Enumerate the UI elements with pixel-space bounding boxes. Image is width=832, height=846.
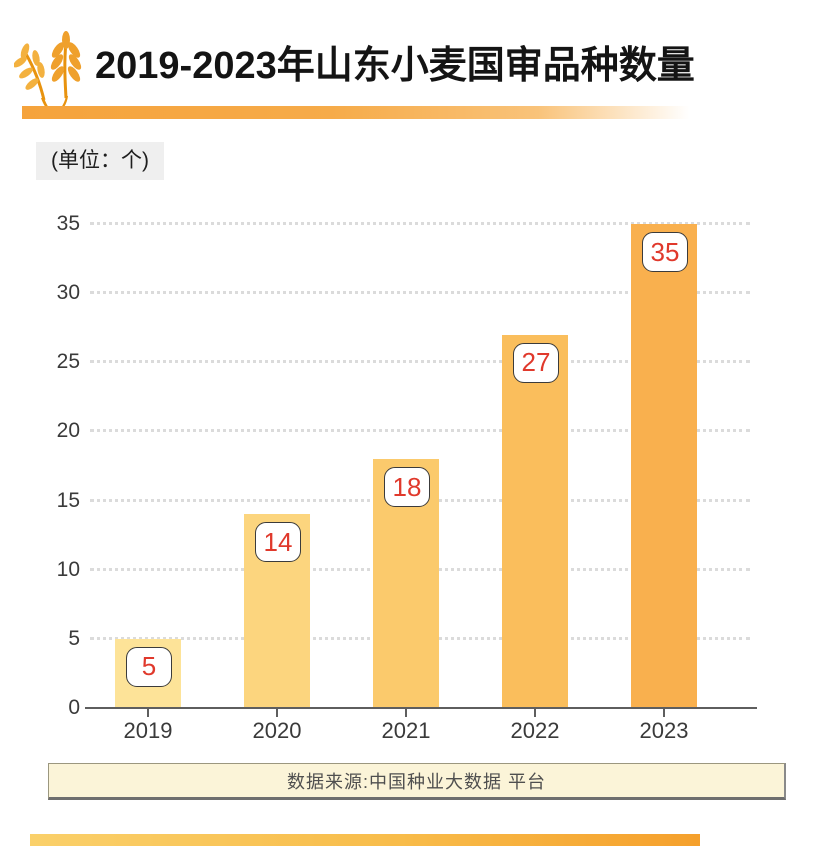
y-axis-label-30: 30	[56, 281, 80, 305]
y-axis-label-35: 35	[56, 212, 80, 235]
x-tick-2022	[534, 709, 536, 717]
value-label-2023: 35	[642, 232, 688, 272]
y-axis-label-15: 15	[56, 488, 80, 512]
data-source-box: 数据来源:中国种业大数据 平台	[48, 763, 786, 800]
x-axis-label-2021: 2021	[381, 718, 431, 743]
value-label-2019: 5	[126, 646, 172, 687]
x-axis-label-2019: 2019	[123, 718, 173, 743]
value-text-2019: 5	[141, 651, 157, 682]
x-tick-2023	[663, 709, 665, 717]
bar-2022	[502, 334, 568, 708]
y-axis-label-10: 10	[56, 557, 80, 581]
value-text-2023: 35	[650, 236, 680, 267]
x-axis-label-2023: 2023	[639, 718, 689, 743]
x-tick-2020	[276, 709, 278, 717]
x-axis-label-2022: 2022	[510, 718, 560, 743]
gridline-20	[90, 429, 750, 433]
x-tick-2021	[405, 709, 407, 717]
y-axis-label-5: 5	[68, 626, 80, 650]
value-label-2022: 27	[513, 342, 559, 383]
gridline-25	[90, 360, 750, 364]
x-axis-label-2020: 2020	[252, 718, 302, 743]
x-tick-2019	[147, 709, 149, 717]
unit-label: (单位：个)	[36, 142, 164, 180]
y-axis-label-20: 20	[56, 419, 80, 443]
gridline-30	[90, 291, 750, 295]
title-accent-bar	[22, 106, 710, 119]
y-axis-label-0: 0	[68, 696, 80, 719]
value-text-2022: 27	[521, 347, 551, 378]
data-source-text: 数据来源:中国种业大数据 平台	[286, 771, 546, 792]
gridline-35	[90, 222, 750, 225]
value-text-2020: 14	[263, 526, 293, 557]
bottom-accent-bar	[30, 834, 700, 846]
y-axis-label-25: 25	[56, 350, 80, 374]
value-text-2021: 18	[392, 471, 422, 502]
x-axis-line	[85, 707, 757, 709]
value-label-2020: 14	[255, 522, 301, 563]
page-title: 2019-2023年山东小麦国审品种数量	[95, 45, 695, 87]
bar-2023	[631, 224, 697, 708]
value-label-2021: 18	[384, 467, 430, 508]
